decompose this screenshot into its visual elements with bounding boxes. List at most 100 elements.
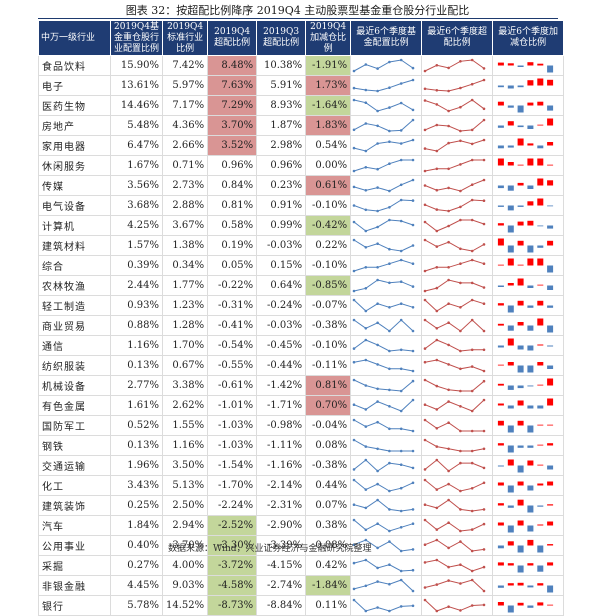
std-ratio-cell: 0.71% bbox=[161, 155, 209, 176]
over-ratio-sparkline bbox=[421, 235, 494, 256]
spark-point bbox=[364, 149, 368, 153]
over-ratio-sparkline-chart bbox=[423, 238, 486, 253]
spark-line bbox=[353, 339, 414, 352]
industry-cell: 电子 bbox=[38, 75, 111, 96]
std-ratio-cell: 5.97% bbox=[161, 75, 209, 96]
fund-ratio-cell: 3.56% bbox=[110, 175, 163, 196]
fund-ratio-sparkline bbox=[350, 295, 423, 316]
spark-point bbox=[411, 589, 415, 593]
over-ratio-sparkline-chart bbox=[423, 498, 486, 513]
spark-point bbox=[364, 338, 368, 342]
spark-point bbox=[447, 565, 451, 569]
change-sparkbars bbox=[492, 355, 565, 376]
spark-bar bbox=[507, 605, 514, 613]
spark-bar bbox=[547, 142, 554, 146]
change-sparkbars-chart bbox=[498, 378, 554, 390]
q4-over-cell: -1.03% bbox=[207, 415, 258, 436]
spark-point bbox=[471, 389, 474, 393]
q4-change-cell: 0.00% bbox=[305, 155, 352, 176]
spark-bar bbox=[547, 504, 554, 506]
spark-point bbox=[376, 89, 380, 93]
fund-ratio-cell: 1.16% bbox=[110, 335, 163, 356]
industry-cell: 休闲服务 bbox=[38, 155, 111, 176]
spark-point bbox=[447, 167, 451, 171]
spark-point bbox=[447, 605, 451, 608]
title-rule bbox=[38, 18, 558, 19]
spark-point bbox=[388, 563, 391, 566]
change-sparkbars bbox=[492, 315, 565, 336]
std-ratio-cell: 7.42% bbox=[161, 55, 209, 76]
over-ratio-sparkline-chart bbox=[423, 298, 486, 313]
spark-bar bbox=[507, 305, 514, 313]
spark-point bbox=[423, 99, 427, 102]
spark-point bbox=[471, 549, 474, 553]
spark-point bbox=[400, 463, 403, 466]
spark-point bbox=[459, 86, 462, 90]
spark-point bbox=[482, 348, 486, 352]
spark-point bbox=[459, 247, 462, 251]
spark-point bbox=[423, 543, 427, 546]
industry-cell: 建筑装饰 bbox=[38, 495, 111, 516]
spark-point bbox=[482, 447, 486, 451]
change-sparkbars-chart bbox=[498, 562, 554, 573]
q4-change-cell: 0.44% bbox=[305, 475, 352, 496]
spark-point bbox=[400, 58, 403, 62]
fund-ratio-cell: 5.48% bbox=[110, 115, 163, 136]
spark-point bbox=[471, 318, 474, 322]
change-sparkbars-chart bbox=[498, 443, 554, 453]
fund-ratio-sparkline-chart bbox=[352, 358, 415, 373]
spark-point bbox=[376, 482, 380, 486]
spark-point bbox=[423, 203, 427, 207]
spark-point bbox=[376, 580, 380, 583]
spark-bar bbox=[537, 505, 544, 507]
header-std-ratio: 2019Q4标准行业比例 bbox=[161, 20, 209, 56]
spark-point bbox=[364, 88, 368, 92]
spark-bar bbox=[517, 481, 524, 486]
spark-point bbox=[459, 60, 462, 63]
spark-bar bbox=[537, 583, 544, 586]
spark-point bbox=[376, 447, 380, 451]
q3-over-cell: -1.42% bbox=[256, 375, 307, 396]
fund-ratio-sparkline bbox=[350, 595, 423, 616]
spark-point bbox=[411, 548, 415, 551]
table-row: 房地产 5.48% 4.36% 3.70% 1.87% 1.83% bbox=[38, 115, 565, 136]
over-ratio-sparkline bbox=[421, 135, 494, 156]
over-ratio-sparkline-chart bbox=[423, 438, 486, 453]
spark-point bbox=[400, 409, 403, 413]
fund-ratio-cell: 0.27% bbox=[110, 555, 163, 576]
spark-point bbox=[482, 243, 486, 246]
spark-point bbox=[435, 408, 439, 411]
q3-over-cell: 0.99% bbox=[256, 215, 307, 236]
q4-over-cell: -0.55% bbox=[207, 355, 258, 376]
spark-point bbox=[482, 548, 486, 551]
spark-point bbox=[447, 579, 451, 582]
spark-bar bbox=[547, 481, 554, 486]
spark-bar bbox=[507, 541, 514, 546]
industry-cell: 综合 bbox=[38, 255, 111, 276]
spark-bar bbox=[498, 403, 505, 406]
fund-ratio-cell: 0.93% bbox=[110, 295, 163, 316]
spark-point bbox=[352, 298, 356, 302]
fund-ratio-sparkline bbox=[350, 575, 423, 596]
spark-line bbox=[425, 359, 485, 372]
spark-bar bbox=[547, 398, 554, 406]
figure-title: 图表 32：按超配比例降序 2019Q4 主动股票型基金重仓股分行业配比 bbox=[125, 4, 470, 17]
spark-line bbox=[424, 199, 485, 212]
q3-over-cell: 0.91% bbox=[256, 195, 307, 216]
fund-ratio-sparkline bbox=[350, 335, 423, 356]
fund-ratio-cell: 0.52% bbox=[110, 415, 163, 436]
fund-ratio-cell: 0.13% bbox=[110, 435, 163, 456]
spark-bar bbox=[527, 365, 534, 373]
over-ratio-sparkline bbox=[421, 55, 494, 76]
fund-ratio-sparkline bbox=[350, 415, 423, 436]
spark-bar bbox=[527, 245, 534, 253]
spark-bar bbox=[517, 499, 524, 506]
spark-bar bbox=[507, 385, 514, 390]
q4-over-cell: -0.54% bbox=[207, 335, 258, 356]
spark-point bbox=[482, 398, 486, 402]
spark-point bbox=[459, 405, 462, 408]
table-body: 食品饮料 15.90% 7.42% 8.48% 10.38% -1.91% 电子 13.61%… bbox=[38, 55, 565, 616]
spark-bar bbox=[547, 205, 554, 207]
change-sparkbars bbox=[492, 75, 565, 96]
spark-point bbox=[388, 262, 391, 265]
